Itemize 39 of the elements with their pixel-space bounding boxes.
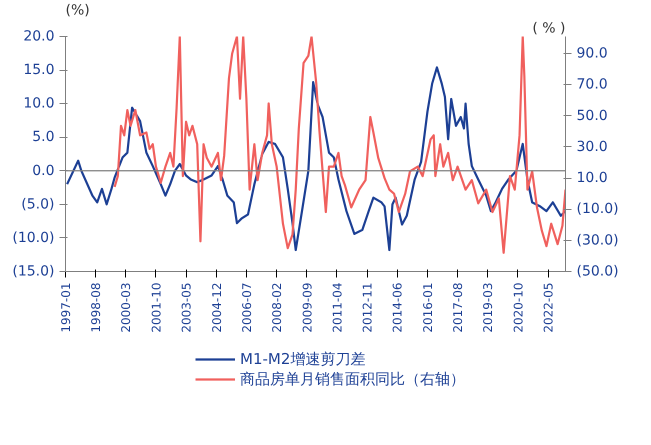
- x-tick-label: 1998-08: [89, 282, 104, 333]
- y2-tick-label: (10.0): [576, 201, 619, 218]
- x-tick-label: 2022-05: [542, 282, 556, 333]
- x-tick-label: 2001-10: [149, 282, 164, 333]
- y-axis-title: (%): [66, 2, 90, 18]
- line-series: [66, 66, 566, 252]
- x-tick-label: 2016-01: [420, 282, 435, 333]
- legend-label: 商品房单月销售面积同比（右轴）: [240, 370, 465, 388]
- y-tick-label: (15.0): [12, 264, 55, 280]
- y-tick-label: 0.0: [32, 162, 54, 179]
- y-tick-label: 5.0: [32, 129, 54, 146]
- line-series: [114, 36, 566, 254]
- y-tick-label: 10.0: [23, 96, 54, 112]
- x-tick-label: 2003-05: [180, 282, 194, 333]
- x-tick-label: 2009-09: [300, 282, 314, 333]
- y2-tick-label: 30.0: [576, 138, 608, 155]
- x-tick-label: 2004-12: [210, 282, 224, 333]
- x-tick-label: 2000-03: [119, 282, 134, 333]
- y2-tick-label: 50.0: [576, 108, 608, 124]
- y2-tick-label: 70.0: [576, 76, 608, 93]
- x-tick-label: 1997-01: [59, 282, 73, 333]
- y2-axis-title: ( % ): [532, 20, 566, 36]
- x-tick-label: 2006-07: [240, 282, 254, 333]
- y2-tick-label: 10.0: [576, 170, 608, 186]
- y-tick-label: 20.0: [23, 28, 54, 44]
- y2-tick-label: (30.0): [576, 232, 619, 248]
- y-tick-label: (5.0): [21, 196, 55, 212]
- x-tick-label: 2020-10: [511, 282, 526, 333]
- x-tick-label: 2012-11: [360, 282, 375, 333]
- x-tick-label: 2011-04: [330, 282, 344, 333]
- y-tick-label: 15.0: [23, 62, 54, 78]
- x-tick-label: 2014-06: [390, 282, 405, 333]
- y2-tick-label: (50.0): [576, 264, 619, 280]
- x-tick-label: 2008-02: [270, 282, 284, 333]
- x-tick-label: 2019-03: [481, 282, 496, 333]
- y2-tick-label: 90.0: [576, 46, 608, 62]
- legend-label: M1-M2增速剪刀差: [240, 350, 366, 368]
- x-tick-label: 2017-08: [451, 282, 466, 333]
- y-tick-label: (10.0): [12, 230, 55, 246]
